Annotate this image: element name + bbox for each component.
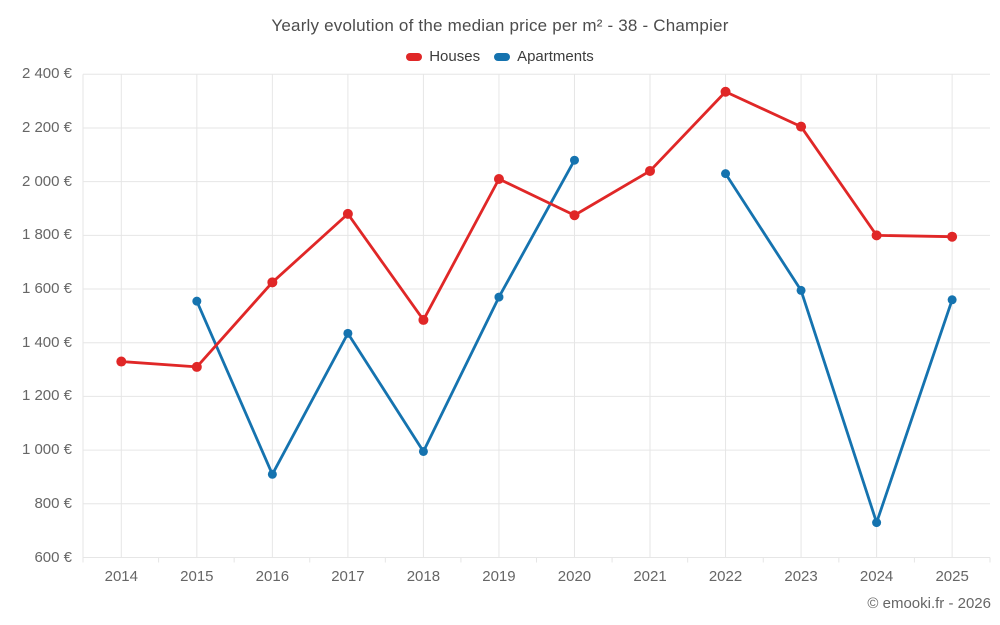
apartments-point-2023[interactable]: [796, 285, 806, 295]
y-axis-label: 1 600 €: [21, 280, 72, 298]
houses-point-2025[interactable]: [947, 231, 958, 242]
x-axis-label: 2018: [406, 568, 441, 585]
legend: Houses Apartments: [0, 48, 1000, 65]
houses-point-2018[interactable]: [418, 314, 429, 325]
x-axis-label: 2015: [180, 568, 214, 585]
apartments-point-2020[interactable]: [569, 155, 579, 165]
houses-series-line: [119, 90, 954, 369]
x-axis-label: 2022: [708, 568, 743, 585]
apartments-point-2018[interactable]: [418, 446, 428, 456]
x-axis-label: 2016: [255, 568, 290, 585]
copyright: © emooki.fr - 2026: [867, 595, 991, 612]
apartments-series-line: [724, 172, 954, 525]
y-axis-label: 2 200 €: [21, 118, 72, 136]
y-axis-label: 1 400 €: [21, 333, 72, 351]
y-axis-label: 1 200 €: [21, 387, 72, 405]
x-axis-label: 2024: [859, 568, 894, 585]
x-axis-label: 2023: [784, 568, 818, 585]
houses-point-2014[interactable]: [116, 356, 127, 367]
houses-point-2020[interactable]: [569, 210, 580, 221]
houses-point-2023[interactable]: [796, 121, 807, 132]
apartments-point-2016[interactable]: [267, 469, 277, 479]
legend-item-houses[interactable]: Houses: [406, 48, 480, 65]
x-axis-label: 2017: [331, 568, 365, 585]
houses-point-2024[interactable]: [871, 230, 882, 241]
x-axis-label: 2021: [633, 568, 667, 585]
apartments-point-2024[interactable]: [872, 518, 882, 528]
houses-point-2016[interactable]: [267, 277, 278, 288]
houses-point-2022[interactable]: [720, 86, 731, 97]
houses-point-2021[interactable]: [645, 165, 656, 176]
x-axis-label: 2019: [482, 568, 516, 585]
x-axis-label: 2014: [104, 568, 138, 585]
y-axis-label: 2 400 €: [21, 65, 72, 83]
chart-title: Yearly evolution of the median price per…: [271, 16, 729, 35]
y-axis-label: 2 000 €: [21, 172, 72, 190]
apartments-legend-label: Apartments: [517, 48, 594, 65]
apartments-point-2022[interactable]: [721, 169, 731, 179]
apartments-series-line: [195, 158, 576, 476]
houses-series-swatch-icon: [406, 52, 423, 61]
apartments-point-2017[interactable]: [343, 328, 353, 338]
apartments-point-2019[interactable]: [494, 292, 504, 302]
apartments-point-2015[interactable]: [192, 296, 202, 306]
apartments-point-2025[interactable]: [947, 295, 957, 305]
y-axis-label: 1 000 €: [21, 441, 72, 459]
y-axis-label: 1 800 €: [21, 226, 72, 244]
y-axis-label: 600 €: [34, 548, 72, 566]
apartments-series-swatch-icon: [494, 52, 511, 61]
houses-point-2017[interactable]: [342, 208, 353, 219]
legend-item-apartments[interactable]: Apartments: [494, 48, 594, 65]
x-axis-label: 2025: [935, 568, 969, 585]
houses-point-2015[interactable]: [191, 361, 202, 372]
x-axis-label: 2020: [557, 568, 592, 585]
houses-legend-label: Houses: [429, 48, 481, 65]
houses-point-2019[interactable]: [493, 173, 504, 184]
y-axis-label: 800 €: [34, 494, 72, 512]
